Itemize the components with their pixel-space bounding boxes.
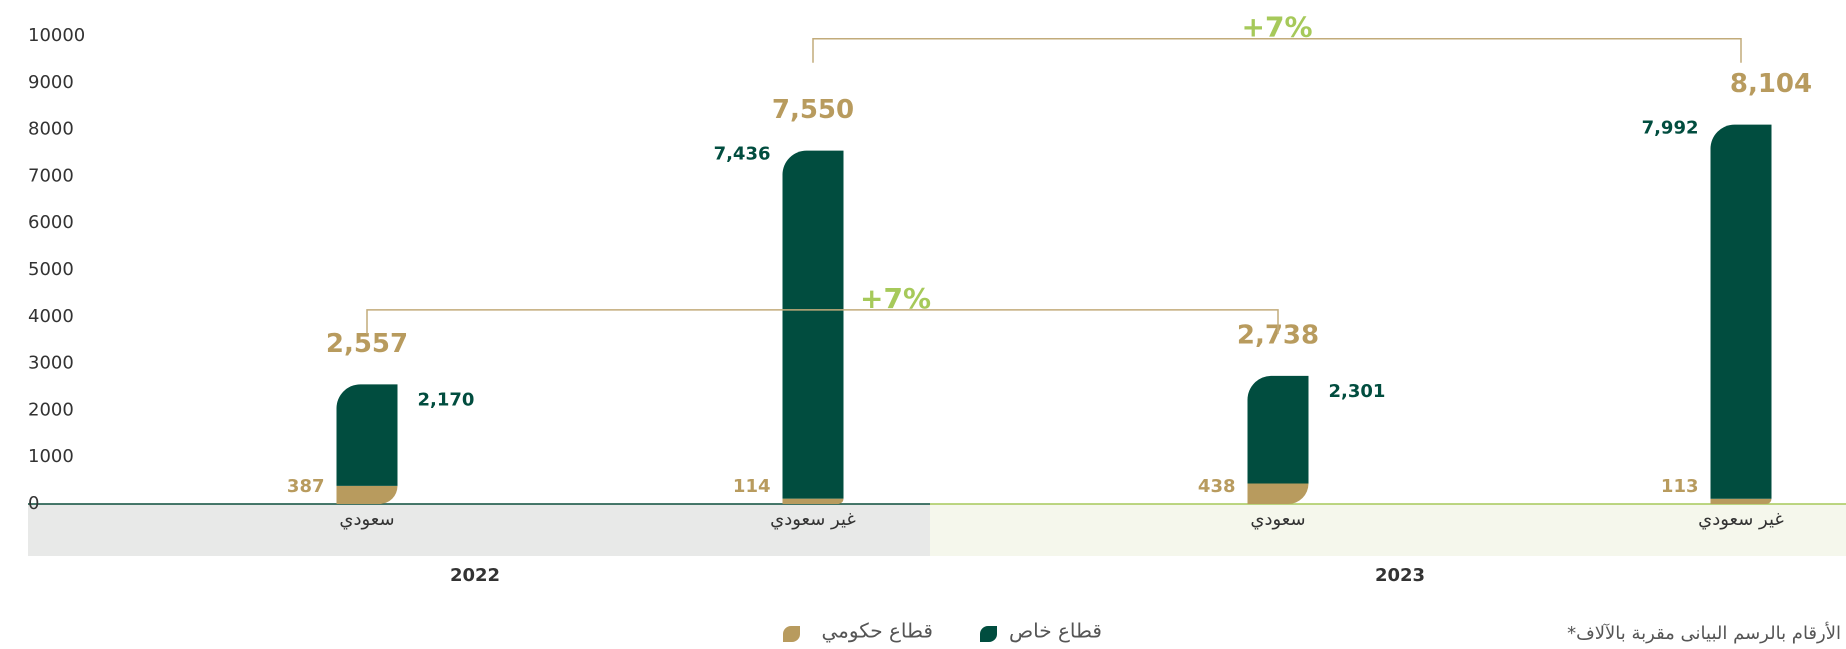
bracket [812,37,1742,63]
y-tick-label: 3000 [28,353,74,374]
bar-segment [336,384,398,486]
bar-segment [336,485,398,504]
bracket [366,309,1279,334]
value-label: 438 [1198,476,1236,497]
legend-label: قطاع حكومي [822,619,933,644]
value-label: 2,170 [418,389,475,410]
growth-label: +7% [1242,11,1313,44]
y-tick-label: 8000 [28,119,74,140]
value-label: 7,436 [714,144,771,165]
legend-label: قطاع خاص [1009,619,1102,643]
y-tick-label: 5000 [28,259,74,280]
value-label: 387 [287,476,325,497]
bar-segment [1710,124,1772,499]
group-label: 2022 [450,565,500,586]
y-tick-label: 4000 [28,306,74,327]
growth-label: +7% [860,282,931,315]
total-label: 7,550 [772,95,854,125]
legend-swatch [980,626,997,642]
legend-swatch [783,626,800,642]
value-label: 113 [1661,476,1699,497]
y-tick-label: 0 [28,493,39,514]
total-label: 8,104 [1730,69,1812,99]
bar-segment [782,498,844,504]
y-tick-label: 1000 [28,446,74,467]
y-tick-label: 6000 [28,212,74,233]
bar-segment [782,150,844,499]
y-tick-label: 7000 [28,165,74,186]
bar-segment [1710,498,1772,504]
band-2023 [930,504,1846,556]
x-tick-label: غير سعودي [1698,509,1784,530]
bar-segment [1247,375,1309,484]
bar-segment [1247,483,1309,504]
group-label: 2023 [1375,565,1425,586]
band-2022 [28,504,930,556]
x-tick-label: سعودي [1250,509,1305,530]
y-tick-label: 10000 [28,25,85,46]
value-label: 2,301 [1329,381,1386,402]
x-tick-label: غير سعودي [770,509,856,530]
y-tick-label: 2000 [28,399,74,420]
x-tick-label: سعودي [339,509,394,530]
y-tick-label: 9000 [28,72,74,93]
value-label: 114 [733,476,771,497]
note: *الأرقام بالرسم البيانى مقربة بالآلاف [1567,622,1841,644]
value-label: 7,992 [1642,118,1699,139]
